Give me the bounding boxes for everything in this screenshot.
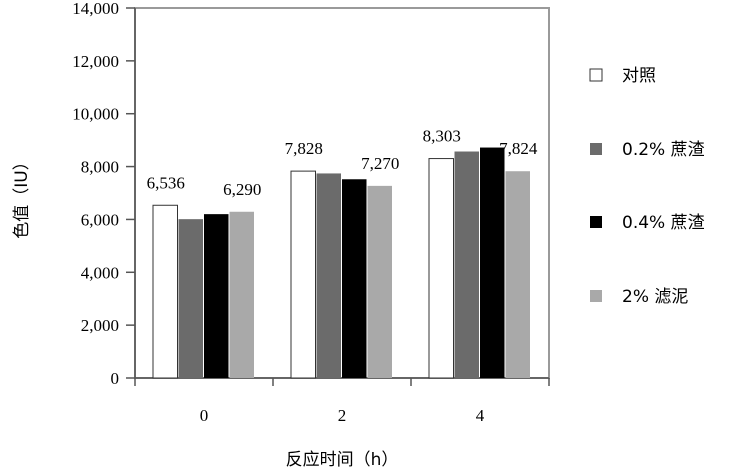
data-label: 8,303 bbox=[423, 127, 461, 146]
y-tick-label: 10,000 bbox=[72, 105, 119, 124]
bar bbox=[428, 158, 454, 379]
y-tick-label: 6,000 bbox=[81, 210, 119, 229]
bar bbox=[480, 147, 505, 378]
y-tick-label: 2,000 bbox=[81, 316, 119, 335]
legend-swatch bbox=[590, 216, 602, 228]
data-labels: 6,536 6,290 7,828 7,270 8,303 7,824 bbox=[147, 127, 538, 199]
legend-label: 0.4% 蔗渣 bbox=[622, 213, 705, 233]
bar bbox=[454, 151, 479, 378]
legend-swatch bbox=[590, 290, 602, 302]
bar bbox=[178, 219, 203, 378]
bar bbox=[316, 173, 341, 378]
bar bbox=[367, 185, 392, 378]
y-tick-label: 4,000 bbox=[81, 263, 119, 282]
x-axis: 0 2 4 bbox=[134, 377, 550, 425]
data-label: 6,536 bbox=[147, 173, 185, 192]
data-label: 6,290 bbox=[223, 180, 261, 199]
legend: 对照 0.2% 蔗渣 0.4% 蔗渣 2% 滤泥 bbox=[589, 66, 705, 307]
y-tick-label: 12,000 bbox=[72, 52, 119, 71]
y-tick-label: 14,000 bbox=[72, 0, 119, 18]
bar bbox=[290, 170, 316, 379]
x-axis-title: 反应时间（h） bbox=[286, 450, 399, 470]
legend-label: 对照 bbox=[622, 66, 656, 86]
x-tick-label: 2 bbox=[338, 406, 347, 425]
legend-label: 2% 滤泥 bbox=[622, 287, 688, 307]
y-tick-label: 8,000 bbox=[81, 158, 119, 177]
bar bbox=[152, 204, 178, 379]
data-label: 7,270 bbox=[361, 154, 399, 173]
data-label: 7,828 bbox=[285, 139, 323, 158]
bar bbox=[342, 179, 367, 378]
y-tick-label: 0 bbox=[111, 369, 120, 388]
x-tick-label: 4 bbox=[476, 406, 485, 425]
data-label: 7,824 bbox=[499, 139, 538, 158]
legend-label: 0.2% 蔗渣 bbox=[622, 140, 705, 160]
legend-swatch bbox=[590, 143, 602, 155]
bar bbox=[229, 211, 254, 378]
y-axis: 0 2,000 4,000 6,000 8,000 10,000 12,000 14,000 bbox=[72, 0, 136, 388]
bar bbox=[505, 171, 530, 378]
legend-swatch bbox=[589, 68, 603, 82]
bar bbox=[204, 214, 229, 378]
y-axis-title: 色值（IU） bbox=[12, 153, 32, 238]
bars bbox=[152, 147, 530, 379]
x-tick-label: 0 bbox=[200, 406, 209, 425]
